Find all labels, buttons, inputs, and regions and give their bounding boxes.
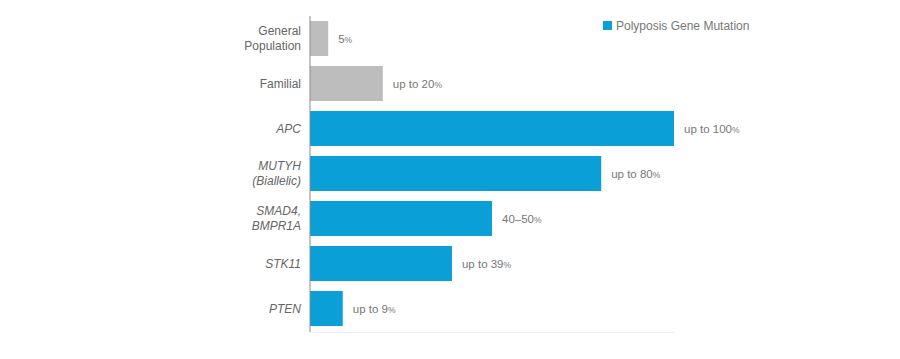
data-label: up to 9% [353, 303, 396, 315]
bar [310, 291, 343, 326]
bar [310, 66, 383, 101]
category-label: STK11 [265, 257, 301, 271]
bar [310, 111, 674, 146]
data-label: up to 39% [462, 258, 512, 270]
data-label: up to 80% [611, 168, 661, 180]
category-label: PTEN [269, 302, 301, 316]
category-label: MUTYH(Biallelic) [252, 159, 301, 188]
axis-line [310, 16, 311, 332]
data-label: 40–50% [502, 213, 542, 225]
chart: 5% GeneralPopulation up to 20% Familial up t… [0, 0, 900, 359]
category-label: Familial [260, 77, 301, 91]
data-label: 5% [338, 33, 352, 45]
bar [310, 21, 328, 56]
category-label: APC [275, 122, 301, 136]
legend-label: Polyposis Gene Mutation [616, 19, 749, 33]
bar [310, 246, 452, 281]
category-label: GeneralPopulation [244, 24, 301, 53]
bar [310, 201, 492, 236]
legend-swatch [603, 21, 612, 30]
bars [310, 21, 674, 326]
data-label: up to 100% [684, 123, 740, 135]
data-label: up to 20% [393, 78, 443, 90]
category-label: SMAD4,BMPR1A [252, 204, 301, 233]
chart-container: 5% GeneralPopulation up to 20% Familial up t… [0, 0, 900, 359]
legend: Polyposis Gene Mutation [603, 19, 749, 33]
bar [310, 156, 601, 191]
labels: 5% GeneralPopulation up to 20% Familial up t… [244, 24, 740, 316]
value-axis-line [310, 332, 674, 333]
